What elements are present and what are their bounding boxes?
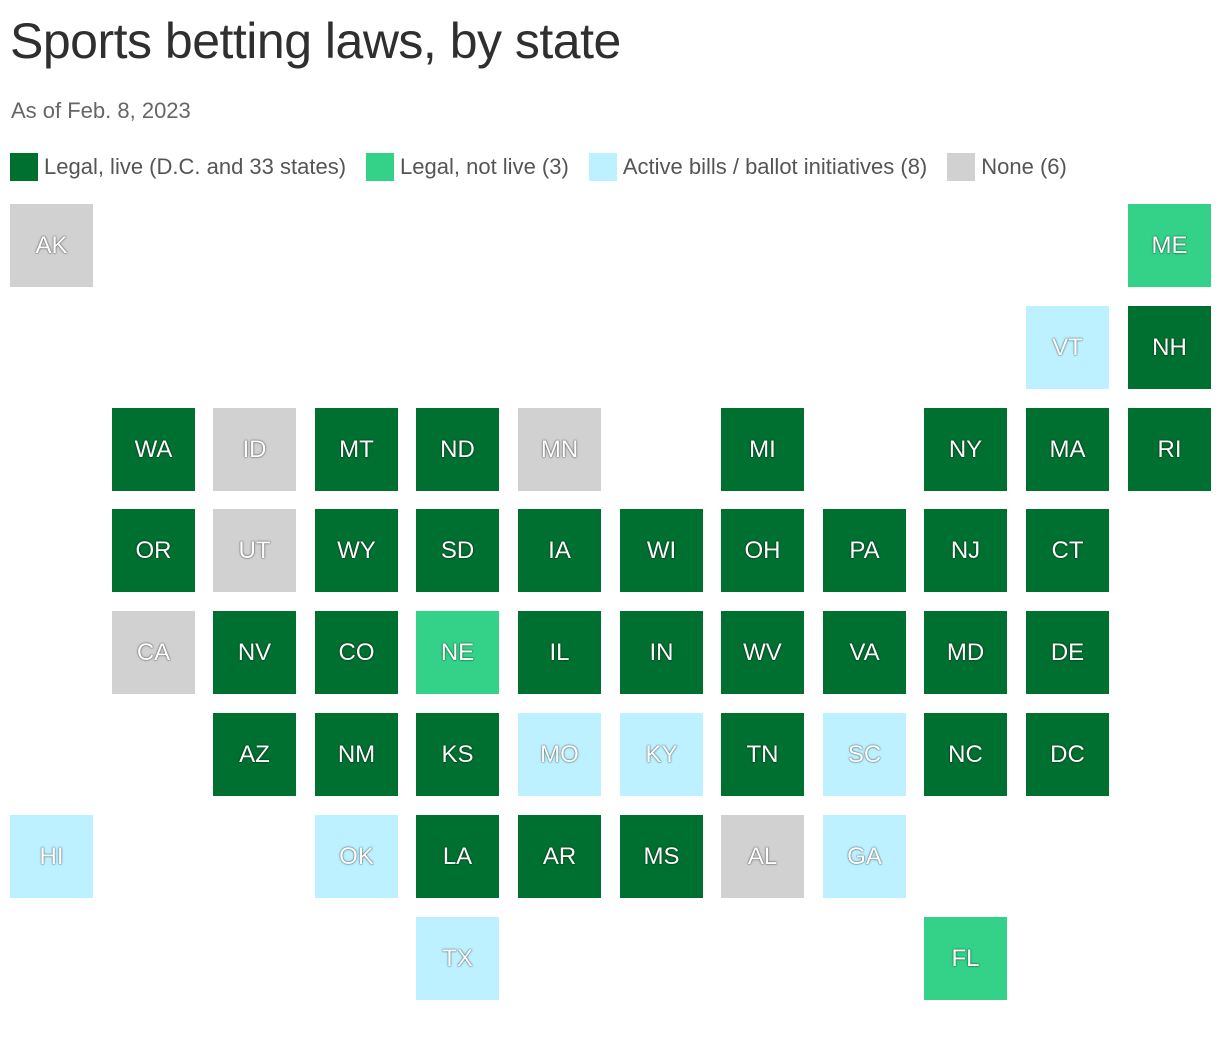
state-tile-ma: MA: [1026, 408, 1109, 491]
state-tile-wi: WI: [620, 509, 703, 592]
chart-subtitle: As of Feb. 8, 2023: [11, 98, 191, 123]
state-tile-hi: HI: [10, 815, 93, 898]
state-tile-wa: WA: [112, 408, 195, 491]
state-tile-or: OR: [112, 509, 195, 592]
state-tile-ky: KY: [620, 713, 703, 796]
state-tile-nj: NJ: [924, 509, 1007, 592]
state-tile-ok: OK: [315, 815, 398, 898]
state-tile-nc: NC: [924, 713, 1007, 796]
legend-label-bills: Active bills / ballot initiatives (8): [622, 154, 928, 179]
state-tile-sc: SC: [823, 713, 906, 796]
state-tile-in: IN: [620, 611, 703, 694]
state-tile-ny: NY: [924, 408, 1007, 491]
state-tile-md: MD: [924, 611, 1007, 694]
state-tile-nm: NM: [315, 713, 398, 796]
state-tile-il: IL: [518, 611, 601, 694]
legend-item-live: Legal, live (D.C. and 33 states): [10, 153, 346, 181]
state-tile-ia: IA: [518, 509, 601, 592]
state-tile-wy: WY: [315, 509, 398, 592]
legend-item-not-live: Legal, not live (3): [366, 153, 569, 181]
state-tile-vt: VT: [1026, 306, 1109, 389]
state-tile-nd: ND: [416, 408, 499, 491]
legend: Legal, live (D.C. and 33 states) Legal, …: [10, 153, 1087, 181]
state-tile-ri: RI: [1128, 408, 1211, 491]
state-tile-mn: MN: [518, 408, 601, 491]
state-tile-tn: TN: [721, 713, 804, 796]
state-tile-az: AZ: [213, 713, 296, 796]
legend-swatch-none: [947, 153, 976, 181]
legend-item-none: None (6): [947, 153, 1067, 181]
state-tile-tx: TX: [416, 917, 499, 1000]
state-tile-pa: PA: [823, 509, 906, 592]
state-tile-ca: CA: [112, 611, 195, 694]
legend-item-bills: Active bills / ballot initiatives (8): [588, 153, 928, 181]
chart-title: Sports betting laws, by state: [10, 13, 621, 69]
legend-swatch-bills: [588, 153, 617, 181]
state-tile-ne: NE: [416, 611, 499, 694]
state-tile-id: ID: [213, 408, 296, 491]
state-tile-la: LA: [416, 815, 499, 898]
legend-swatch-live: [10, 153, 38, 181]
state-tile-dc: DC: [1026, 713, 1109, 796]
state-tile-ut: UT: [213, 509, 296, 592]
state-tile-sd: SD: [416, 509, 499, 592]
state-tile-wv: WV: [721, 611, 804, 694]
state-tile-nh: NH: [1128, 306, 1211, 389]
legend-swatch-not-live: [366, 153, 395, 181]
state-tile-ct: CT: [1026, 509, 1109, 592]
state-tile-ak: AK: [10, 204, 93, 287]
state-tile-co: CO: [315, 611, 398, 694]
state-tile-mo: MO: [518, 713, 601, 796]
state-tile-ga: GA: [823, 815, 906, 898]
state-tile-nv: NV: [213, 611, 296, 694]
legend-label-live: Legal, live (D.C. and 33 states): [44, 154, 347, 179]
state-tile-ms: MS: [620, 815, 703, 898]
state-tile-de: DE: [1026, 611, 1109, 694]
state-tile-va: VA: [823, 611, 906, 694]
state-tile-ks: KS: [416, 713, 499, 796]
state-tile-ar: AR: [518, 815, 601, 898]
state-tile-mi: MI: [721, 408, 804, 491]
legend-label-not-live: Legal, not live (3): [400, 154, 569, 179]
state-tile-al: AL: [721, 815, 804, 898]
legend-label-none: None (6): [981, 154, 1067, 179]
state-tile-fl: FL: [924, 917, 1007, 1000]
state-tile-mt: MT: [315, 408, 398, 491]
state-tile-oh: OH: [721, 509, 804, 592]
state-tile-me: ME: [1128, 204, 1211, 287]
